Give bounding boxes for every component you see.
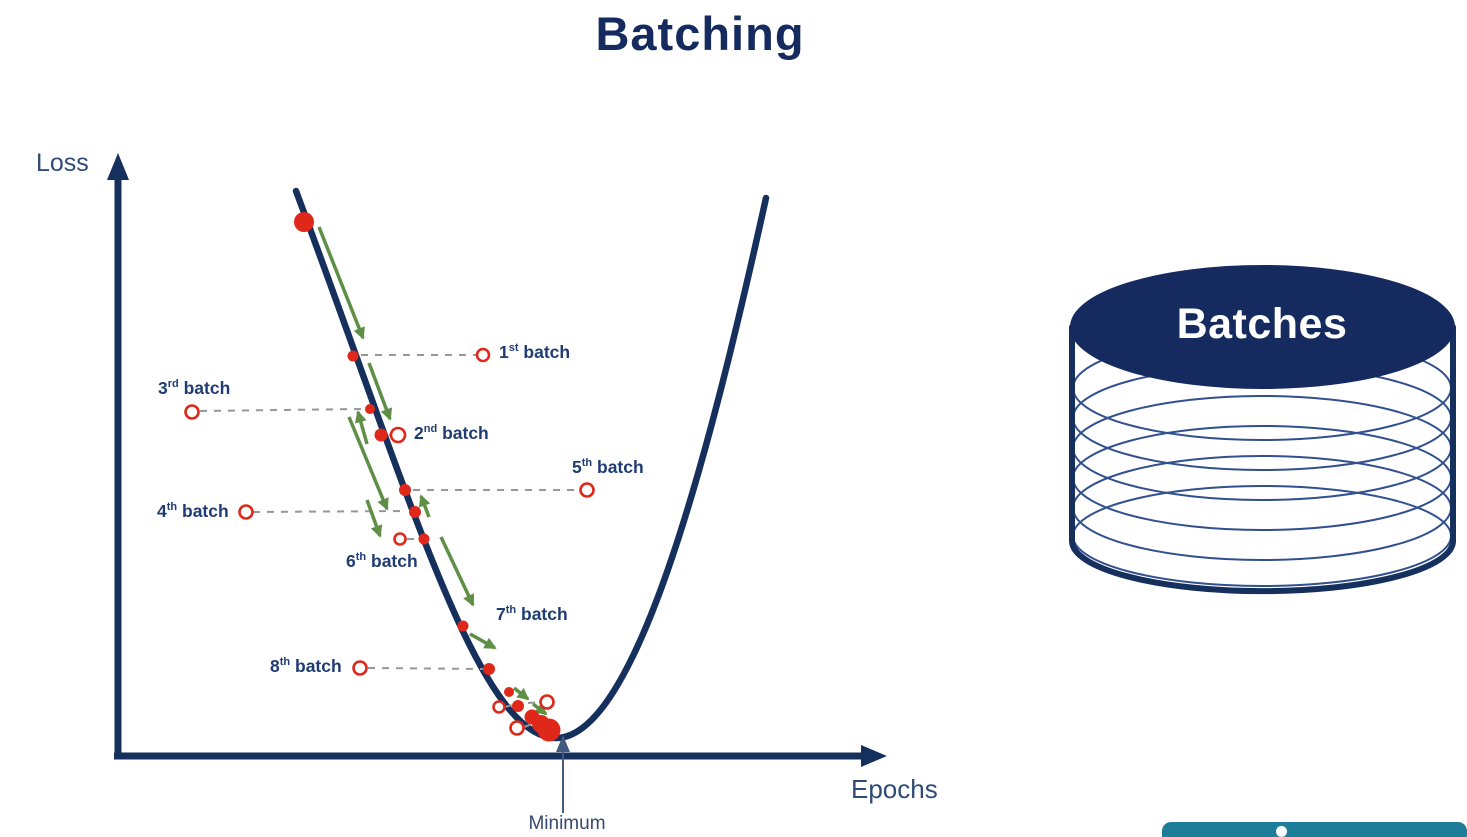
batch-points [294, 212, 561, 742]
loss-curve [292, 187, 770, 742]
batch-label-7: 7th batch [496, 604, 568, 624]
batch-ordinal-suffix: st [508, 342, 519, 354]
batch-word: batch [182, 500, 229, 521]
batch-number: 4 [157, 500, 167, 521]
batch-ordinal-suffix: th [166, 501, 178, 513]
batch-ordinal-suffix: rd [167, 378, 179, 390]
page-title: Batching [595, 7, 805, 60]
batch-label-2: 2nd batch [414, 423, 489, 443]
cylinder-top [1070, 265, 1455, 389]
batch-number: 8 [270, 655, 280, 676]
batch-ordinal-suffix: th [355, 551, 367, 563]
batch-number: 7 [496, 603, 506, 624]
x-axis-label: Epochs [851, 774, 938, 804]
batch-number: 6 [346, 550, 356, 571]
cylinder-outline [1069, 324, 1456, 595]
batch-label-8: 8th batch [270, 656, 342, 676]
minimum-label: Minimum [528, 813, 606, 834]
batch-number: 3 [158, 377, 168, 398]
y-axis-label: Loss [36, 149, 89, 177]
batch-number: 5 [572, 456, 582, 477]
batch-ordinal-suffix: nd [423, 423, 438, 435]
batch-ordinal-suffix: th [279, 656, 291, 668]
batch-word: batch [597, 456, 644, 477]
batch-word: batch [523, 341, 571, 362]
batch-word: batch [295, 655, 342, 676]
batch-ordinal-suffix: th [581, 457, 593, 469]
minimum-arrow [556, 735, 570, 813]
batch-word: batch [442, 422, 489, 443]
batch-label-5: 5th batch [572, 457, 644, 477]
gradient-step-arrows [317, 226, 548, 716]
x-axis [114, 745, 887, 767]
batch-number: 2 [414, 422, 424, 443]
dashed-connectors [199, 354, 580, 728]
presenter-panel-top [1162, 822, 1467, 837]
presenter-dot-icon [1276, 826, 1287, 837]
batch-label-6: 6th batch [346, 551, 418, 571]
batch-open-circles [184, 347, 595, 736]
batch-word: batch [521, 603, 568, 624]
batch-ordinal-suffix: th [505, 604, 517, 616]
batch-label-3: 3rd batch [158, 378, 230, 398]
batch-word: batch [371, 550, 418, 571]
batch-word: batch [183, 377, 231, 398]
batch-label-1: 1st batch [499, 342, 570, 362]
batches-cylinder-icon [1069, 265, 1456, 595]
y-axis [107, 153, 129, 757]
batch-number: 1 [499, 341, 509, 362]
batches-cylinder-label: Batches [1176, 300, 1348, 348]
batch-label-4: 4th batch [157, 501, 229, 521]
